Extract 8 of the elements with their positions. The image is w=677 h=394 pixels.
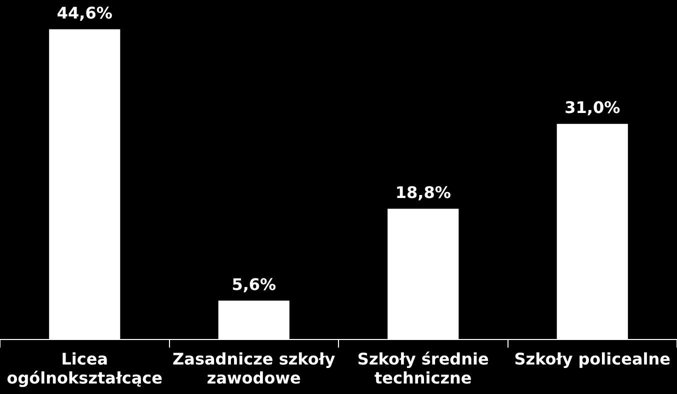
x-tick-label: Zasadnicze szkoły zawodowe	[172, 349, 336, 388]
data-label: 31,0%	[564, 98, 620, 118]
data-label: 5,6%	[232, 274, 276, 294]
x-tick-label: Szkoły policealne	[514, 349, 671, 368]
data-label: 18,8%	[395, 182, 451, 202]
x-tick-label: Szkoły średnie techniczne	[357, 349, 489, 388]
x-tick-label: Licea ogólnokształcące	[6, 349, 163, 388]
data-label: 44,6%	[56, 3, 112, 22]
